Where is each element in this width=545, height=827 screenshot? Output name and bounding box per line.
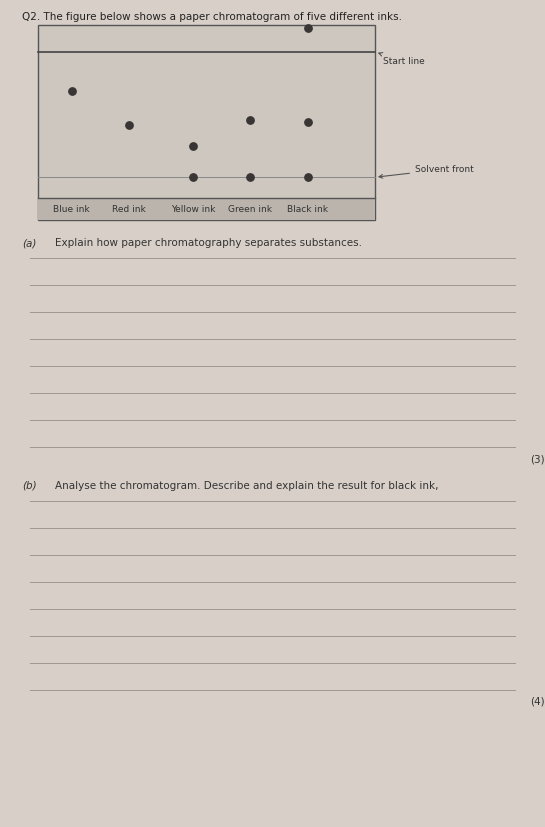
Text: (a): (a) — [22, 238, 37, 248]
Text: Yellow ink: Yellow ink — [171, 205, 215, 214]
Point — [68, 84, 76, 98]
Point — [303, 22, 312, 35]
Text: Q2. The figure below shows a paper chromatogram of five different inks.: Q2. The figure below shows a paper chrom… — [22, 12, 402, 22]
Text: Green ink: Green ink — [228, 205, 272, 214]
Point — [303, 170, 312, 184]
Text: Analyse the chromatogram. Describe and explain the result for black ink,: Analyse the chromatogram. Describe and e… — [55, 481, 439, 491]
Bar — [38, 25, 375, 220]
Text: Red ink: Red ink — [112, 205, 146, 214]
Point — [303, 115, 312, 128]
Bar — [38, 198, 375, 220]
Text: (4): (4) — [530, 697, 544, 707]
Text: Blue ink: Blue ink — [53, 205, 90, 214]
Text: Black ink: Black ink — [287, 205, 328, 214]
Point — [246, 170, 255, 184]
Point — [125, 119, 134, 132]
Text: (3): (3) — [530, 454, 544, 464]
Point — [189, 140, 197, 153]
Text: (b): (b) — [22, 481, 37, 491]
Text: Solvent front: Solvent front — [379, 165, 474, 178]
Text: Start line: Start line — [379, 53, 425, 66]
Point — [246, 113, 255, 127]
Point — [189, 170, 197, 184]
Text: Explain how paper chromatography separates substances.: Explain how paper chromatography separat… — [55, 238, 362, 248]
